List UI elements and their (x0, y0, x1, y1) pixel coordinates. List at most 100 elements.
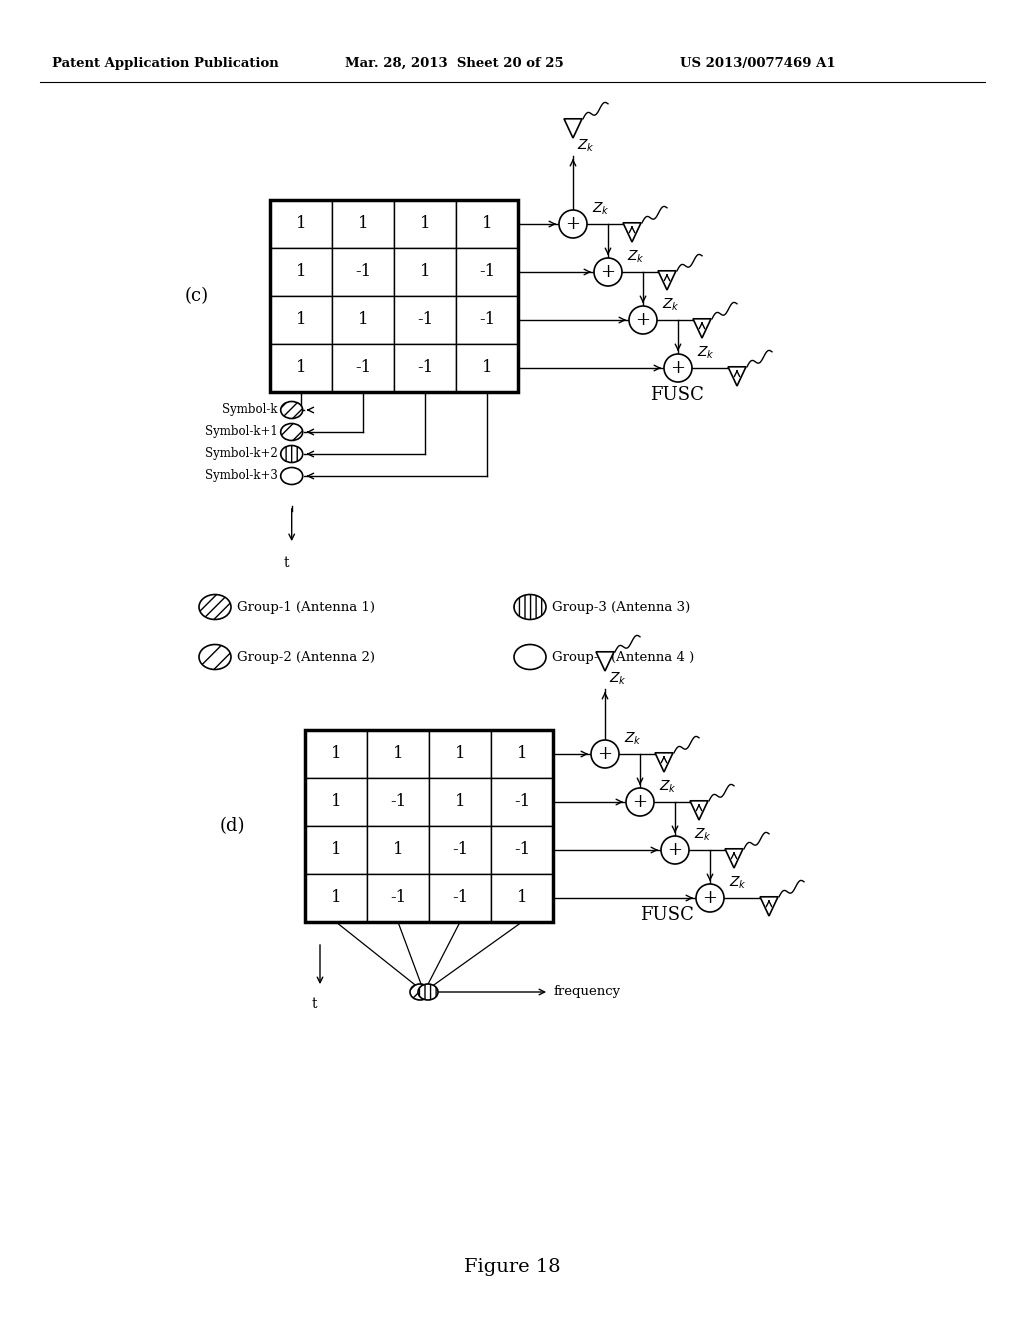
Text: 1: 1 (420, 215, 430, 232)
Bar (456, 345, 518, 392)
Text: Group-1 (Antenna 1): Group-1 (Antenna 1) (237, 601, 375, 614)
Bar (305, 730, 553, 921)
Text: 1: 1 (296, 215, 306, 232)
Text: (d): (d) (220, 817, 246, 836)
Circle shape (696, 884, 724, 912)
Text: -1: -1 (514, 793, 530, 810)
Bar (490, 826, 553, 874)
Text: 1: 1 (296, 264, 306, 281)
Text: +: + (702, 888, 718, 907)
Text: Figure 18: Figure 18 (464, 1258, 560, 1276)
Bar (270, 345, 332, 392)
Bar (332, 345, 394, 392)
Text: +: + (565, 215, 581, 234)
Text: $Z_k$: $Z_k$ (694, 826, 712, 843)
Text: Group-4 (Antenna 4 ): Group-4 (Antenna 4 ) (552, 651, 694, 664)
Bar (456, 248, 518, 296)
Ellipse shape (281, 446, 303, 462)
Text: 1: 1 (481, 359, 493, 376)
Circle shape (662, 836, 689, 865)
Ellipse shape (514, 594, 546, 619)
Circle shape (559, 210, 587, 238)
Text: 1: 1 (357, 312, 369, 329)
Text: Group-3 (Antenna 3): Group-3 (Antenna 3) (552, 601, 690, 614)
Bar (305, 730, 367, 777)
Bar (332, 248, 394, 296)
Text: -1: -1 (355, 359, 371, 376)
Bar (456, 296, 518, 345)
Bar (270, 296, 332, 345)
Text: -1: -1 (452, 890, 468, 907)
Bar (429, 777, 490, 826)
Text: t: t (284, 556, 289, 570)
Text: $Z_k$: $Z_k$ (662, 297, 680, 313)
Text: frequency: frequency (554, 986, 622, 998)
Text: $Z_k$: $Z_k$ (624, 730, 642, 747)
Ellipse shape (418, 983, 438, 1001)
Polygon shape (596, 652, 614, 671)
Circle shape (594, 257, 622, 286)
Bar (367, 826, 429, 874)
Ellipse shape (281, 424, 303, 441)
Ellipse shape (199, 644, 231, 669)
Text: 1: 1 (481, 215, 493, 232)
Text: +: + (636, 312, 650, 329)
Text: +: + (600, 263, 615, 281)
Text: +: + (633, 793, 647, 810)
Text: Symbol-k+2: Symbol-k+2 (205, 447, 278, 461)
Bar (305, 777, 367, 826)
Bar (305, 874, 367, 921)
Ellipse shape (281, 401, 303, 418)
Ellipse shape (281, 467, 303, 484)
Bar (429, 730, 490, 777)
Polygon shape (725, 849, 743, 869)
Text: $Z_k$: $Z_k$ (609, 671, 627, 686)
Circle shape (591, 741, 618, 768)
Bar (429, 826, 490, 874)
Bar (490, 730, 553, 777)
Bar (367, 874, 429, 921)
Text: -1: -1 (417, 312, 433, 329)
Text: $Z_k$: $Z_k$ (729, 875, 746, 891)
Bar (270, 201, 332, 248)
Text: 1: 1 (517, 890, 527, 907)
Bar (456, 201, 518, 248)
Text: (c): (c) (185, 286, 209, 305)
Polygon shape (693, 319, 711, 338)
Text: -1: -1 (417, 359, 433, 376)
Bar (394, 296, 456, 345)
Bar (394, 201, 456, 248)
Bar (429, 874, 490, 921)
Text: Group-2 (Antenna 2): Group-2 (Antenna 2) (237, 651, 375, 664)
Text: 1: 1 (331, 842, 341, 858)
Ellipse shape (514, 644, 546, 669)
Text: +: + (671, 359, 685, 378)
Polygon shape (658, 271, 676, 290)
Bar (367, 730, 429, 777)
Text: Patent Application Publication: Patent Application Publication (52, 57, 279, 70)
Text: -1: -1 (390, 890, 407, 907)
Bar (305, 826, 367, 874)
Circle shape (664, 354, 692, 381)
Text: 1: 1 (420, 264, 430, 281)
Text: -1: -1 (514, 842, 530, 858)
Ellipse shape (199, 594, 231, 619)
Polygon shape (690, 801, 708, 820)
Polygon shape (655, 752, 673, 772)
Text: 1: 1 (296, 312, 306, 329)
Text: FUSC: FUSC (650, 385, 703, 404)
Polygon shape (760, 896, 778, 916)
Text: $Z_k$: $Z_k$ (659, 779, 677, 795)
Bar (490, 777, 553, 826)
Bar (270, 248, 332, 296)
Circle shape (626, 788, 654, 816)
Text: -1: -1 (479, 264, 496, 281)
Text: -1: -1 (355, 264, 371, 281)
Text: -1: -1 (479, 312, 496, 329)
Text: $Z_k$: $Z_k$ (577, 137, 595, 154)
Bar (490, 874, 553, 921)
Text: Symbol-k+1: Symbol-k+1 (205, 425, 278, 438)
Text: 1: 1 (392, 842, 403, 858)
Bar (270, 201, 518, 392)
Text: Symbol-k+3: Symbol-k+3 (205, 470, 278, 483)
